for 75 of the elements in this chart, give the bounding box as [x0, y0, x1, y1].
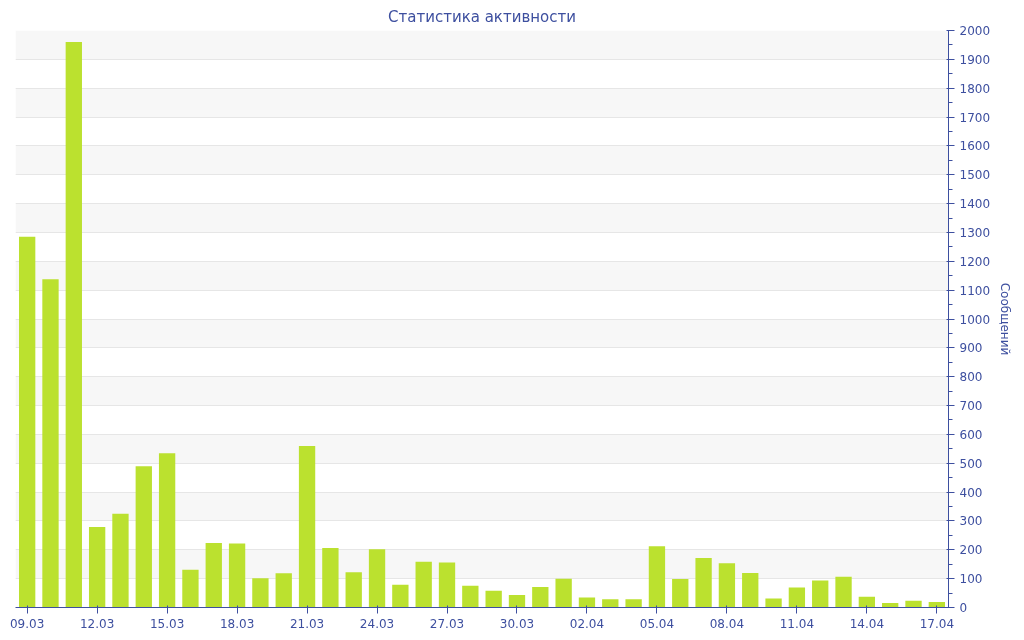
bar: [275, 573, 292, 608]
bar: [672, 578, 689, 608]
y-tick-label: 0: [959, 601, 968, 615]
bar: [555, 578, 572, 608]
bar: [578, 597, 596, 608]
bar: [65, 42, 82, 608]
bar: [228, 543, 246, 608]
x-tick-label: 24.03: [359, 616, 395, 631]
y-tick-label: 1800: [959, 81, 991, 96]
x-tick-label: 21.03: [289, 616, 325, 631]
bar: [135, 466, 152, 608]
bar: [252, 578, 269, 608]
x-tick-label: 05.04: [639, 616, 675, 631]
bar: [602, 599, 619, 608]
bar: [392, 584, 409, 608]
y-tick-label: 600: [959, 427, 983, 442]
bar: [298, 445, 316, 608]
y-tick-label: 1700: [959, 110, 991, 125]
bar: [742, 572, 759, 608]
bar: [368, 549, 386, 608]
bar: [322, 548, 339, 608]
bar: [905, 600, 922, 608]
chart-title: Статистика активности: [388, 7, 576, 26]
bar: [158, 453, 176, 608]
y-tick-label: 1400: [959, 197, 991, 212]
bar: [625, 599, 642, 608]
y-tick-label: 800: [959, 370, 983, 385]
y-tick-label: 1100: [959, 283, 991, 298]
y-tick-label: 1500: [959, 168, 991, 183]
y-tick-label: 900: [959, 341, 983, 356]
y-tick-label: 100: [959, 572, 983, 587]
bar: [462, 585, 479, 608]
x-tick-label: 11.04: [779, 616, 815, 631]
x-tick-label: 08.04: [709, 616, 745, 631]
bar: [508, 595, 526, 608]
y-tick-label: 500: [959, 456, 983, 471]
x-tick-label: 30.03: [499, 616, 535, 631]
bar: [112, 513, 129, 608]
bar: [858, 596, 876, 608]
bar: [88, 527, 106, 608]
bar: [718, 563, 736, 608]
bar: [438, 562, 456, 608]
y-tick-label: 2000: [959, 24, 991, 38]
y-tick-label: 1600: [959, 139, 991, 154]
x-tick-label: 12.03: [79, 616, 115, 631]
y-tick-label: 300: [959, 514, 983, 529]
y-tick-label: 1900: [959, 52, 991, 67]
x-tick-label: 15.03: [149, 616, 185, 631]
y-tick-label: 700: [959, 399, 983, 414]
bar: [345, 572, 362, 608]
y-tick-label: 400: [959, 485, 983, 500]
y-axis-title: Сообщений: [998, 282, 1013, 356]
bar: [182, 569, 199, 608]
x-tick-label: 17.04: [919, 616, 955, 631]
bar: [485, 590, 502, 608]
bar: [765, 598, 782, 608]
y-tick-label: 1300: [959, 225, 991, 240]
bar: [648, 546, 666, 608]
x-tick-label: 14.04: [849, 616, 885, 631]
bar: [695, 557, 712, 608]
x-tick-label: 27.03: [429, 616, 465, 631]
x-tick-label: 18.03: [219, 616, 255, 631]
y-tick-label: 1000: [959, 312, 991, 327]
bar: [532, 587, 549, 608]
bar: [788, 587, 806, 608]
bar: [205, 542, 222, 608]
bar: [19, 236, 36, 608]
bar: [415, 561, 432, 608]
y-tick-label: 1200: [959, 254, 991, 269]
bar: [42, 279, 59, 608]
bar: [812, 580, 829, 608]
y-tick-label: 200: [959, 543, 983, 558]
x-tick-label: 09.03: [9, 616, 45, 631]
bar: [835, 576, 852, 608]
x-tick-label: 02.04: [569, 616, 605, 631]
